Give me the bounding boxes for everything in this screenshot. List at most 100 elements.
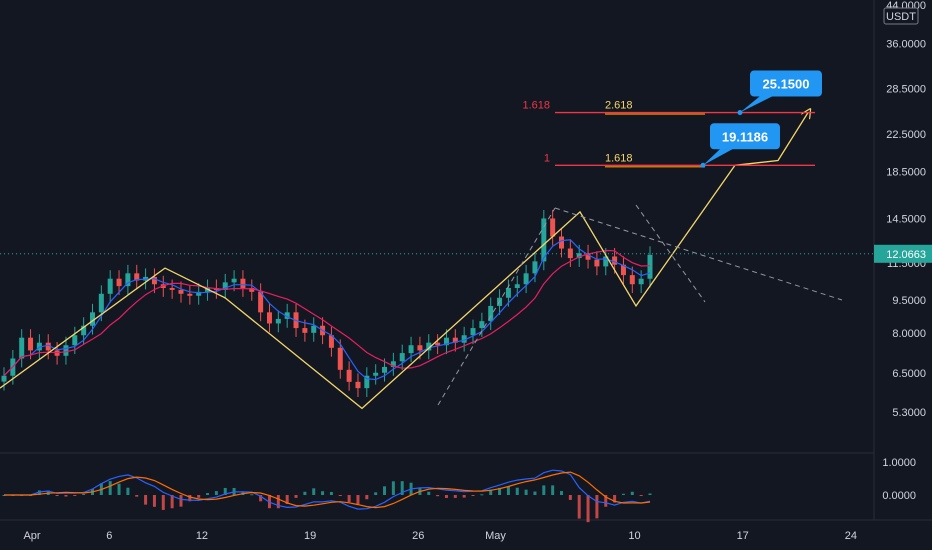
candle-body [275,318,281,324]
callout-pointer [740,94,776,113]
time-axis-label: 24 [845,530,857,542]
unit-label: USDT [886,11,916,23]
candle-body [612,256,618,265]
candle-body [196,291,202,296]
macd-histogram-bar [347,495,351,503]
macd-histogram-bar [524,489,528,495]
macd-histogram-bar [161,495,165,510]
fib-right-label: 1.618 [605,152,633,164]
candle-body [222,282,228,290]
macd-histogram-bar [595,495,599,519]
candle-body [550,218,556,237]
candle-body [541,218,547,262]
macd-axis-label: 0.0000 [882,490,916,502]
candle-body [98,293,104,313]
candle-body [532,261,538,274]
fib-left-label: 1.618 [522,100,550,112]
candle-body [364,375,370,389]
callout-label: 19.1186 [722,129,768,144]
macd-histogram-bar [303,491,307,495]
candle-body [390,361,396,367]
candle-body [638,278,644,285]
price-axis-label: 14.5000 [886,213,926,225]
candle-body [435,342,441,346]
candle-body [567,248,573,259]
macd-histogram-bar [560,491,564,495]
macd-histogram-bar [648,493,652,495]
macd-histogram-bar [533,491,537,495]
candle-body [89,312,95,326]
candle-body [328,335,334,348]
price-axis-label: 36.0000 [886,39,926,51]
macd-histogram-bar [471,495,475,496]
macd-histogram-bar [630,491,634,495]
candle-body [417,345,423,351]
price-axis-label: 8.0000 [892,328,926,340]
macd-histogram-bar [586,495,590,523]
candle-body [187,293,193,296]
candle-body [231,278,237,283]
candle-body [443,337,449,346]
macd-histogram-bar [506,486,510,495]
macd-histogram-bar [551,485,555,495]
time-axis-label: Apr [23,530,40,542]
price-axis-label: 5.3000 [892,407,926,419]
candle-body [399,353,405,362]
ma-fast-line [3,239,651,381]
zigzag-projection-path [0,113,808,410]
macd-histogram-bar [294,495,298,498]
macd-histogram-bar [383,486,387,495]
candle-body [576,253,582,259]
candle-body [426,342,432,351]
unit-tag[interactable]: USDT [883,7,919,25]
moving-average-layer [3,239,651,381]
candle-body [647,254,653,279]
macd-histogram-bar [206,493,210,495]
macd-histogram-bar [365,495,369,500]
callout-box[interactable] [750,70,822,97]
candle-body [125,273,131,287]
candle-body [514,284,520,288]
macd-histogram-bar [613,495,617,503]
candle-body [258,291,264,313]
candle-body [28,337,34,351]
macd-histogram-bar [312,488,316,495]
candle-body [585,253,591,260]
candle-body [63,345,69,356]
time-axis-label: 17 [737,530,749,542]
candle-body [302,328,308,333]
macd-histogram-bar [276,495,280,509]
macd-histogram-bar [515,487,519,495]
macd-histogram-bar [400,481,404,495]
fib-left-label: 1 [544,152,550,164]
time-axis-label: 12 [196,530,208,542]
candle-body [178,289,184,294]
macd-signal-line [4,471,651,509]
candle-body [479,321,485,329]
current-price-label: 12.0663 [886,249,926,261]
candle-body [205,287,211,292]
candle-layer [1,209,653,397]
time-axis-label: 26 [412,530,424,542]
macd-histogram-bar [568,495,572,500]
macd-histogram-bar [179,495,183,507]
macd-histogram-bar [64,495,68,497]
price-axis-label: 6.5000 [892,368,926,380]
ma-slow-line [3,249,651,377]
candle-body [36,342,42,351]
candle-body [284,312,290,319]
candle-body [240,278,246,288]
callout-anchor-dot [737,110,743,116]
candle-body [249,287,255,292]
candle-body [19,337,25,359]
price-axis-label: 28.5000 [886,84,926,96]
candle-body [629,275,635,285]
macd-histogram-bar [126,487,130,495]
callout-box[interactable] [710,123,780,150]
macd-histogram-bar [542,485,546,495]
candle-body [488,305,494,322]
candle-body [523,273,529,285]
candle-body [594,259,600,267]
candle-body [337,347,343,370]
